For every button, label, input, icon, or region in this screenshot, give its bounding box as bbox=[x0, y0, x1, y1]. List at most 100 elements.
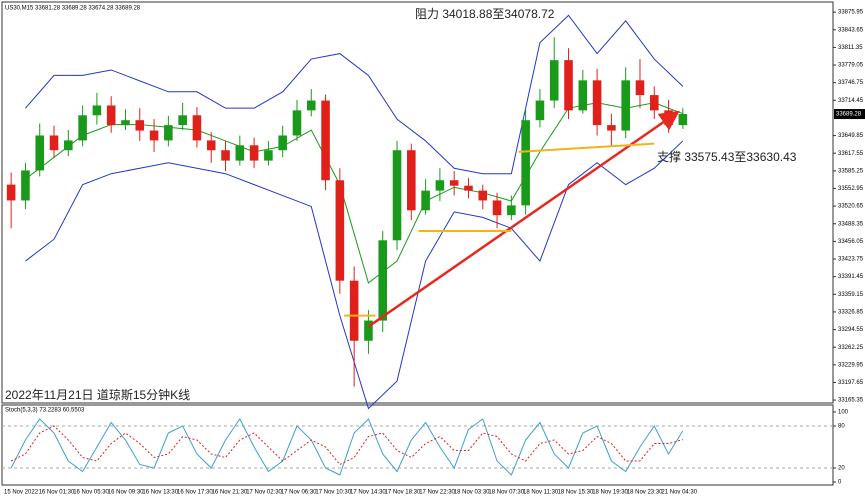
x-tick-label: 16 Nov 01:30 bbox=[39, 490, 75, 496]
candle-body bbox=[235, 145, 245, 161]
y-tick-label: 100 bbox=[838, 410, 849, 416]
y-tick-label: 33779.05 bbox=[838, 63, 864, 69]
candle-body bbox=[564, 60, 573, 111]
bollinger-line bbox=[25, 14, 684, 175]
y-tick-label: 33714.45 bbox=[838, 98, 864, 104]
candle-body bbox=[449, 180, 459, 186]
candle-body bbox=[49, 135, 59, 151]
y-tick-label: 33423.75 bbox=[838, 257, 864, 263]
candle-body bbox=[378, 240, 388, 321]
bollinger-line bbox=[25, 102, 684, 284]
candle-body bbox=[421, 190, 430, 211]
y-tick-label: 33811.35 bbox=[838, 45, 863, 51]
x-tick-label: 17 Nov 18:30 bbox=[385, 490, 421, 496]
y-tick-label: 33165.35 bbox=[838, 398, 864, 404]
candle-body bbox=[678, 114, 688, 126]
x-tick-label: 16 Nov 21:30 bbox=[212, 490, 248, 496]
stoch-line bbox=[10, 425, 683, 466]
y-tick-label: 33488.35 bbox=[838, 221, 864, 227]
y-tick-label: 33617.55 bbox=[838, 151, 864, 157]
main-panel bbox=[1, 1, 834, 404]
candle-body bbox=[306, 100, 316, 111]
x-tick-label: 18 Nov 15:30 bbox=[558, 490, 594, 496]
candle-body bbox=[221, 150, 230, 161]
candle-body bbox=[106, 105, 116, 126]
candle-body bbox=[321, 100, 330, 181]
x-tick-label: 18 Nov 07:30 bbox=[488, 490, 524, 496]
candle-body bbox=[178, 115, 187, 126]
candle-body bbox=[349, 280, 359, 341]
candle-body bbox=[649, 95, 659, 111]
candle-body bbox=[492, 200, 502, 216]
candle-body bbox=[292, 110, 302, 136]
candle-body bbox=[507, 205, 516, 216]
x-tick-label: 16 Nov 17:30 bbox=[177, 490, 213, 496]
candle-body bbox=[6, 184, 16, 201]
candle-body bbox=[392, 150, 402, 241]
stoch-title: Stoch(5,3,3) 73.2283 60.5503 bbox=[5, 408, 85, 414]
candle-body bbox=[521, 120, 530, 206]
candle-body bbox=[206, 140, 216, 151]
candle-body bbox=[335, 180, 345, 281]
x-tick-label: 17 Nov 02:30 bbox=[246, 490, 282, 496]
y-tick-label: 33262.25 bbox=[838, 345, 864, 351]
candle-body bbox=[164, 125, 173, 141]
x-tick-label: 16 Nov 09:30 bbox=[108, 490, 144, 496]
candle-body bbox=[78, 115, 87, 141]
x-tick-label: 18 Nov 19:30 bbox=[592, 490, 628, 496]
candle-body bbox=[592, 80, 602, 126]
y-tick-label: 33520.65 bbox=[838, 204, 864, 210]
trend-line bbox=[518, 142, 655, 153]
candle-body bbox=[621, 80, 630, 131]
resistance-note: 阻力 34018.88至34078.72 bbox=[415, 7, 555, 21]
candle-body bbox=[535, 100, 545, 121]
x-tick-label: 18 Nov 03:30 bbox=[454, 490, 490, 496]
candle-body bbox=[407, 150, 416, 211]
price-tag-bg bbox=[834, 109, 865, 120]
x-tick-label: 15 Nov 2022 bbox=[4, 490, 39, 496]
candle-body bbox=[278, 135, 287, 151]
candle-body bbox=[92, 105, 102, 116]
y-tick-label: 33456.05 bbox=[838, 239, 864, 245]
candle-body bbox=[149, 130, 159, 141]
y-tick-label: 33391.45 bbox=[838, 274, 864, 280]
candle-body bbox=[21, 170, 30, 201]
chart-title: US30,M15 33681.28 33689.28 33674.28 3368… bbox=[5, 6, 141, 12]
stoch-panel bbox=[1, 404, 834, 486]
candle-body bbox=[121, 120, 130, 126]
x-tick-label: 16 Nov 13:30 bbox=[142, 490, 178, 496]
candle-body bbox=[192, 115, 202, 141]
candle-body bbox=[578, 80, 588, 111]
y-tick-label: 33843.65 bbox=[838, 27, 864, 33]
y-tick-label: 33197.65 bbox=[838, 380, 864, 386]
candle-body bbox=[549, 60, 559, 101]
y-tick-label: 0 bbox=[838, 480, 842, 486]
y-tick-label: 33585.25 bbox=[838, 168, 864, 174]
candle-body bbox=[249, 145, 259, 161]
candle-body bbox=[435, 180, 445, 191]
y-tick-label: 33229.95 bbox=[838, 362, 864, 368]
y-tick-label: 33326.85 bbox=[838, 309, 864, 315]
y-tick-label: 33746.75 bbox=[838, 80, 864, 86]
y-tick-label: 33359.15 bbox=[838, 292, 864, 298]
x-tick-label: 16 Nov 05:30 bbox=[73, 490, 109, 496]
trend-line bbox=[367, 110, 680, 328]
y-tick-label: 33875.95 bbox=[838, 10, 864, 16]
x-tick-label: 21 Nov 04:30 bbox=[661, 490, 697, 496]
candle-body bbox=[464, 185, 473, 191]
candle-body bbox=[478, 190, 488, 201]
candle-body bbox=[635, 80, 645, 96]
candle-body bbox=[364, 320, 373, 341]
x-tick-label: 17 Nov 22:30 bbox=[419, 490, 455, 496]
x-tick-label: 17 Nov 10:30 bbox=[315, 490, 351, 496]
candle-body bbox=[135, 120, 145, 131]
x-tick-label: 18 Nov 23:30 bbox=[627, 490, 663, 496]
y-tick-label: 20 bbox=[838, 466, 845, 472]
x-tick-label: 18 Nov 11:30 bbox=[523, 490, 559, 496]
candle-body bbox=[264, 150, 273, 161]
candle-body bbox=[64, 140, 73, 151]
y-tick-label: 33649.85 bbox=[838, 133, 864, 139]
candle-body bbox=[35, 135, 45, 171]
y-tick-label: 33294.55 bbox=[838, 327, 864, 333]
